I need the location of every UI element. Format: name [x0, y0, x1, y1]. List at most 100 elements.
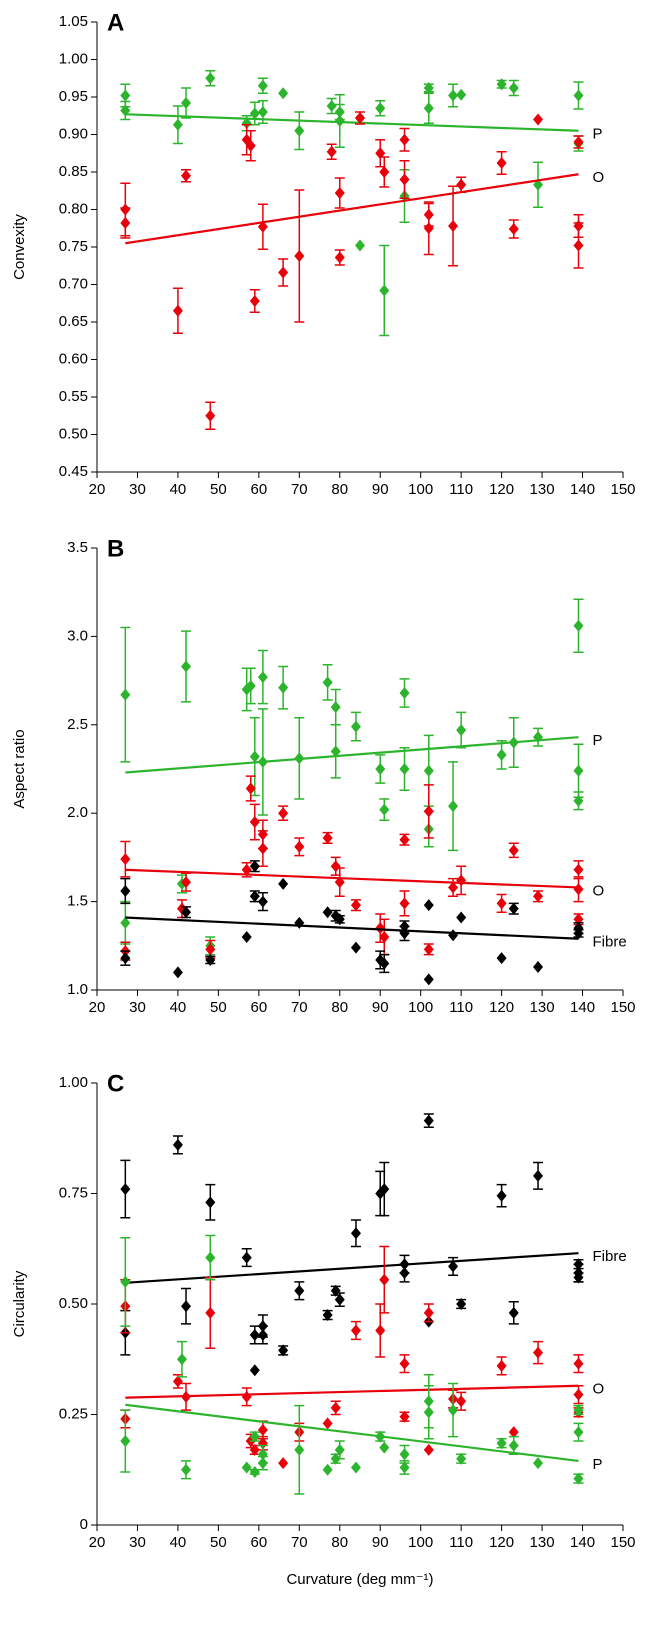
marker	[245, 139, 256, 152]
marker	[496, 1437, 507, 1450]
marker	[249, 750, 260, 763]
y-tick-label: 0.60	[59, 350, 88, 367]
marker	[399, 927, 410, 940]
marker	[508, 902, 519, 915]
marker	[120, 916, 131, 929]
marker	[423, 943, 434, 956]
marker	[456, 88, 467, 101]
x-tick-label: 60	[251, 999, 268, 1016]
marker	[294, 1284, 305, 1297]
marker	[249, 816, 260, 829]
x-tick-label: 60	[251, 1534, 268, 1551]
marker	[448, 881, 459, 894]
marker	[423, 1306, 434, 1319]
x-tick-label: 120	[489, 999, 514, 1016]
x-tick-label: 140	[570, 999, 595, 1016]
marker	[399, 1448, 410, 1461]
marker	[508, 223, 519, 235]
x-tick-label: 70	[291, 481, 308, 498]
marker	[423, 899, 434, 912]
marker	[181, 1463, 192, 1476]
marker	[573, 136, 584, 148]
marker	[448, 1404, 459, 1417]
marker	[294, 124, 305, 137]
marker	[120, 1275, 131, 1288]
marker	[278, 266, 289, 279]
panel-label: B	[107, 535, 124, 562]
marker	[508, 1439, 519, 1452]
marker	[330, 860, 341, 873]
fit-line	[125, 868, 579, 889]
marker	[257, 671, 268, 684]
marker	[533, 1346, 544, 1359]
marker	[205, 1251, 216, 1264]
y-tick-label: 2.0	[67, 804, 88, 821]
x-tick-label: 60	[251, 481, 268, 498]
marker	[456, 1452, 467, 1465]
y-tick-label: 0.65	[59, 313, 88, 330]
marker	[334, 1443, 345, 1456]
x-tick-label: 110	[449, 1534, 473, 1551]
marker	[375, 922, 386, 935]
marker	[399, 1461, 410, 1474]
marker	[334, 187, 345, 199]
marker	[245, 782, 256, 795]
panel-label: A	[107, 9, 124, 36]
marker	[496, 748, 507, 761]
marker	[120, 217, 131, 229]
marker	[241, 930, 252, 943]
marker	[120, 884, 131, 897]
marker	[181, 906, 192, 919]
marker	[278, 87, 289, 100]
marker	[379, 166, 390, 178]
marker	[181, 169, 192, 182]
marker	[533, 890, 544, 903]
x-tick-label: 140	[570, 481, 595, 498]
marker	[249, 1430, 260, 1443]
marker	[249, 107, 260, 120]
marker	[508, 1426, 519, 1439]
marker	[399, 763, 410, 775]
marker	[456, 1395, 467, 1408]
marker	[205, 953, 216, 966]
y-tick-label: 0.90	[59, 125, 88, 142]
marker	[120, 688, 131, 701]
marker	[573, 1357, 584, 1370]
marker	[533, 113, 544, 126]
marker	[257, 895, 268, 908]
marker	[375, 102, 386, 115]
x-tick-label: 40	[170, 1534, 187, 1551]
fit-line	[125, 1403, 579, 1463]
marker	[257, 1448, 268, 1461]
marker	[573, 794, 584, 807]
marker	[423, 1443, 434, 1456]
marker	[322, 676, 333, 689]
x-tick-label: 120	[489, 481, 514, 498]
marker	[456, 874, 467, 887]
marker	[379, 1183, 390, 1196]
marker	[334, 251, 345, 264]
marker	[399, 833, 410, 846]
marker	[379, 803, 390, 816]
marker	[423, 82, 434, 94]
series-label: O	[592, 882, 604, 899]
x-tick-label: 150	[610, 999, 635, 1016]
series-label: P	[592, 126, 602, 143]
y-tick-label: 0	[80, 1516, 88, 1533]
marker	[508, 844, 519, 857]
y-tick-label: 0.80	[59, 200, 88, 217]
marker	[120, 853, 131, 866]
marker	[172, 304, 183, 317]
fit-line	[125, 113, 579, 132]
marker	[423, 102, 434, 115]
marker	[120, 89, 131, 102]
x-tick-label: 100	[408, 481, 433, 498]
marker	[423, 1406, 434, 1419]
marker	[533, 1169, 544, 1182]
marker	[355, 112, 365, 124]
marker	[172, 118, 183, 131]
marker	[322, 1309, 333, 1322]
marker	[456, 911, 467, 924]
marker	[120, 1183, 131, 1196]
marker	[379, 930, 390, 943]
